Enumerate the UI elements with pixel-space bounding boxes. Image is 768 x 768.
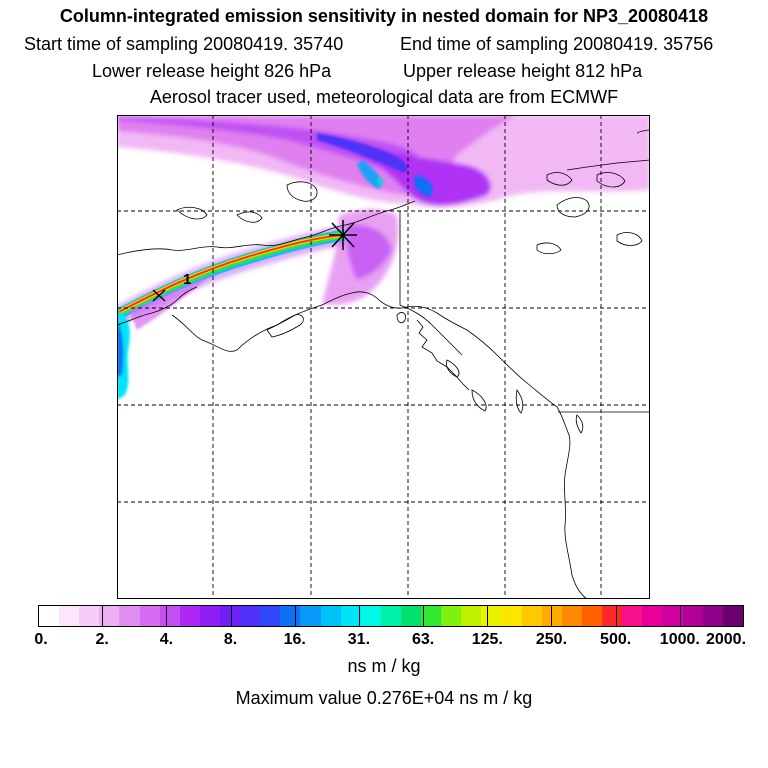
colorbar-swatch [179,606,200,626]
colorbar-swatch [159,606,180,626]
colorbar-swatch [642,606,663,626]
colorbar-swatch [39,606,60,626]
colorbar-swatch [300,606,321,626]
map-canvas: 1 [117,115,650,599]
colorbar-swatch [441,606,462,626]
colorbar-units: ns m / kg [347,656,421,676]
colorbar-swatch [380,606,401,626]
colorbar-swatch [400,606,422,626]
upper-release-height-label: Upper release height 812 hPa [403,61,643,81]
colorbar-swatch [99,606,120,626]
colorbar-tick-label: 2. [95,631,109,648]
release-point-marker [329,220,357,250]
colorbar-tick-mark [423,605,425,627]
colorbar-swatch [240,606,261,626]
colorbar-tick-label: 63. [411,631,435,648]
colorbar-swatch [320,606,341,626]
colorbar-tick-label: 2000. [705,631,747,648]
max-value-label: Maximum value 0.276E+04 ns m / kg [235,688,533,708]
colorbar-tick-mark [358,605,360,627]
start-time-label: Start time of sampling 20080419. 35740 [24,34,344,54]
colorbar-tick-label: 4. [159,631,174,648]
colorbar-swatch [79,606,100,626]
colorbar-tick-mark [679,605,681,627]
tracer-info-label: Aerosol tracer used, meteorological data… [149,87,619,107]
colorbar-swatch [622,606,643,626]
trajectory-marker [152,289,166,302]
colorbar-swatch [59,606,80,626]
map-frame [117,115,650,599]
colorbar-swatch [421,606,442,626]
colorbar-swatch [662,606,683,626]
colorbar-tick-mark [551,605,553,627]
colorbar-swatch [139,606,160,626]
colorbar-tick-label: 500. [600,631,632,648]
colorbar-swatch [119,606,140,626]
colorbar-swatch [581,606,603,626]
colorbar-swatch [521,606,542,626]
trajectory-annotation: 1 [183,271,191,288]
colorbar-swatch [360,606,381,626]
colorbar-tick-label: 0. [34,631,48,648]
colorbar-tick-mark [166,605,168,627]
colorbar-tick-mark [487,605,489,627]
colorbar-tick-mark [294,605,296,627]
colorbar-swatch [340,606,361,626]
colorbar-swatch [702,606,723,626]
borders [399,211,650,413]
colorbar-swatch [602,606,623,626]
colorbar-swatch [682,606,703,626]
colorbar-tick-label: 8. [223,631,238,648]
colorbar-tick-label: 31. [347,631,371,648]
plume-upper-core [317,133,433,197]
colorbar-swatch [501,606,522,626]
colorbar-tick-label: 125. [471,631,503,648]
sensitivity-map: 1 [117,115,650,599]
colorbar-swatch [481,606,502,626]
colorbar-tick-mark [615,605,617,627]
coastlines [117,129,650,599]
colorbar-swatch [219,606,241,626]
colorbar-swatch [561,606,582,626]
colorbar-swatch [280,606,301,626]
plume-left-edge [117,275,212,400]
colorbar-tick-label: 16. [283,631,306,648]
colorbar [38,605,744,627]
colorbar-tick-mark [230,605,232,627]
colorbar-swatch [461,606,482,626]
lower-release-height-label: Lower release height 826 hPa [92,61,332,81]
colorbar-swatch [199,606,220,626]
trajectory-band [117,225,347,326]
colorbar-tick-label: 250. [535,631,568,648]
colorbar-tick-label: 1000. [659,631,700,648]
end-time-label: End time of sampling 20080419. 35756 [400,34,714,54]
chart-title: Column-integrated emission sensitivity i… [59,6,709,26]
gridlines [117,115,650,599]
colorbar-tick-mark [102,605,104,627]
colorbar-swatch [260,606,281,626]
colorbar-swatch [722,606,743,626]
